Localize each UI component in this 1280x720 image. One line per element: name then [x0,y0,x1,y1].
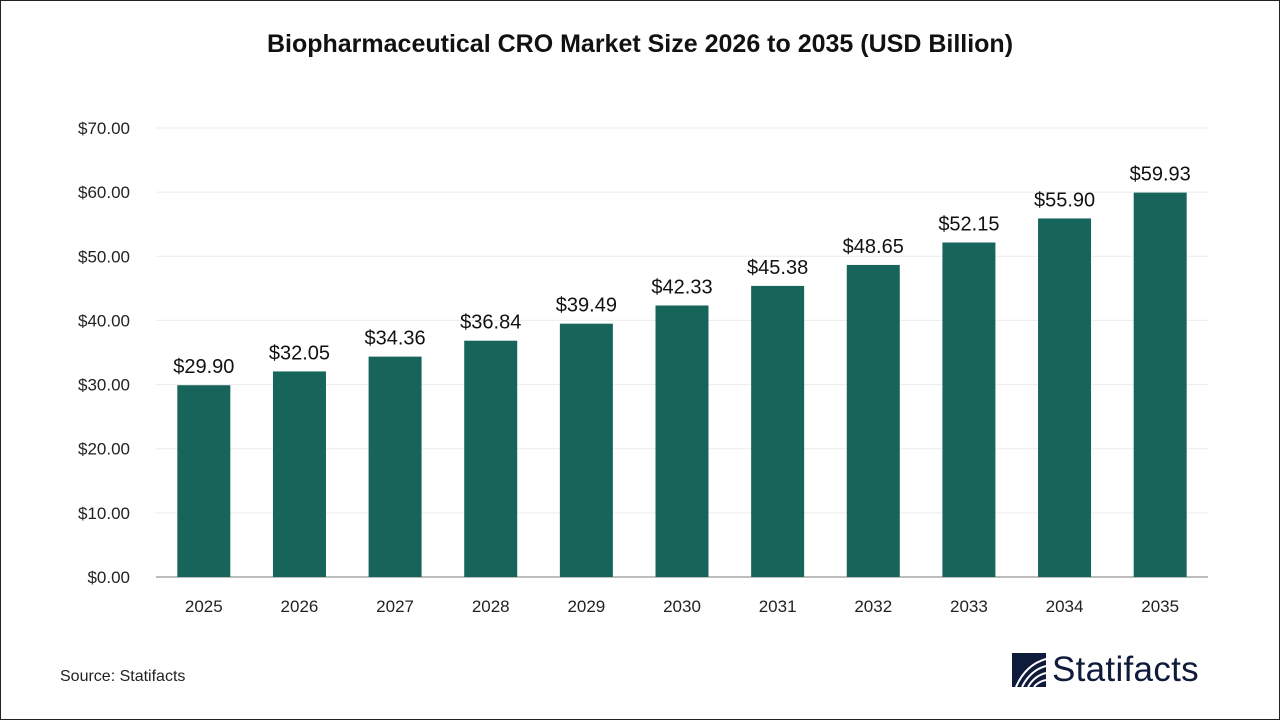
bar-2032 [846,264,900,577]
source-note: Source: Statifacts [60,668,186,685]
x-tick-label: 2027 [376,597,414,616]
y-tick-label: $30.00 [78,376,130,395]
data-label-2032: $48.65 [843,236,904,258]
x-tick-label: 2033 [950,597,988,616]
x-tick-label: 2025 [185,597,223,616]
data-label-2026: $32.05 [269,342,330,364]
y-tick-label: $60.00 [78,183,130,202]
bar-2035 [1133,192,1187,577]
data-label-2027: $34.36 [365,328,426,350]
logo-text: Statifacts [1052,650,1199,689]
bar-2030 [655,305,709,577]
x-tick-label: 2028 [472,597,510,616]
data-label-2029: $39.49 [556,295,617,317]
x-tick-label: 2026 [281,597,319,616]
y-tick-label: $10.00 [78,504,130,523]
x-tick-label: 2029 [567,597,605,616]
x-tick-label: 2032 [854,597,892,616]
x-tick-label: 2031 [759,597,797,616]
data-label-2030: $42.33 [651,276,712,298]
bar-2034 [1038,218,1092,578]
y-tick-label: $0.00 [87,568,130,587]
data-label-2033: $52.15 [938,213,999,235]
bar-2031 [751,285,805,577]
statifacts-logo: Statifacts [1012,650,1199,690]
y-tick-label: $70.00 [78,119,130,138]
bar-2027 [368,356,422,577]
chart-title: Biopharmaceutical CRO Market Size 2026 t… [266,30,1014,58]
bar-2033 [942,242,996,577]
y-tick-label: $50.00 [78,247,130,266]
x-tick-label: 2035 [1141,597,1179,616]
bar-2026 [272,371,326,577]
x-tick-label: 2034 [1046,597,1084,616]
bar-2029 [559,323,613,577]
data-label-2028: $36.84 [460,312,521,334]
data-label-2025: $29.90 [173,356,234,378]
bar-2025 [177,385,231,577]
y-tick-label: $20.00 [78,440,130,459]
logo-wave-icon [1012,653,1046,687]
data-label-2031: $45.38 [747,257,808,279]
y-tick-label: $40.00 [78,311,130,330]
data-label-2034: $55.90 [1034,189,1095,211]
x-tick-label: 2030 [663,597,701,616]
data-label-2035: $59.93 [1130,164,1191,186]
bar-2028 [464,340,518,577]
